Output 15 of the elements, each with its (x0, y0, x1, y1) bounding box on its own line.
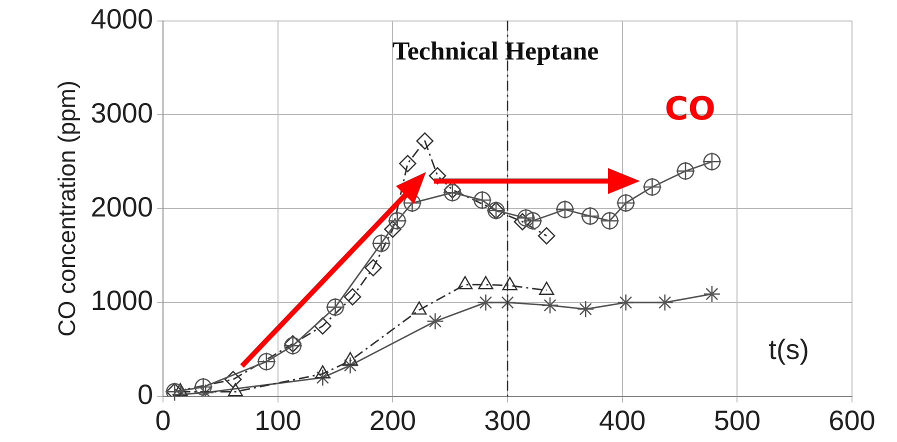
x-tick-label: 600 (828, 404, 876, 436)
text: Technical Heptane (392, 36, 599, 66)
x-tick-label: 200 (369, 404, 416, 436)
x-tick-label: 300 (484, 404, 531, 436)
y-tick-label: 1000 (90, 285, 154, 316)
y-axis-title: CO concentration (ppm) (54, 80, 82, 337)
x-axis-title: t(s) (768, 334, 810, 366)
y-tick-label: 0 (138, 379, 154, 410)
y-tick-label: 4000 (90, 4, 154, 35)
x-tick-label: 500 (714, 404, 761, 436)
x-tick-label: 100 (254, 404, 302, 436)
x-tick-label: 400 (599, 404, 646, 436)
y-tick-label: 3000 (90, 97, 154, 128)
y-tick-label: 2000 (90, 191, 154, 222)
annotation: CO (664, 89, 716, 128)
